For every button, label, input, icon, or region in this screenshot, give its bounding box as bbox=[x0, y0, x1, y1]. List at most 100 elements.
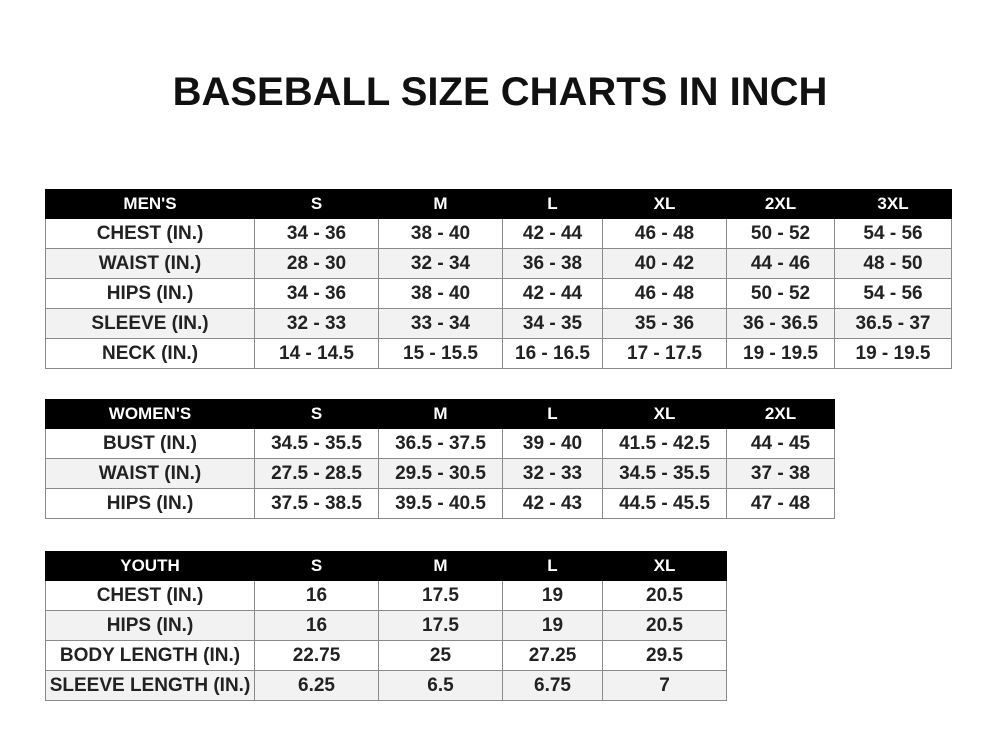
size-value-cell: 7 bbox=[602, 670, 727, 701]
size-value-cell: 48 - 50 bbox=[834, 248, 952, 279]
size-value-cell: 25 bbox=[378, 640, 503, 671]
size-value-cell: 6.75 bbox=[502, 670, 603, 701]
measurement-label: SLEEVE LENGTH (IN.) bbox=[45, 670, 255, 701]
size-value-cell: 38 - 40 bbox=[378, 218, 503, 249]
measurement-label: WAIST (IN.) bbox=[45, 458, 255, 489]
size-value-cell: 19 bbox=[502, 610, 603, 641]
size-value-cell: 34 - 35 bbox=[502, 308, 603, 339]
table-row: BUST (IN.) 34.5 - 35.5 36.5 - 37.5 39 - 40 4… bbox=[45, 428, 835, 459]
size-column-header: 3XL bbox=[834, 189, 952, 219]
size-column-header: S bbox=[254, 551, 379, 581]
size-value-cell: 17 - 17.5 bbox=[602, 338, 727, 369]
size-value-cell: 37.5 - 38.5 bbox=[254, 488, 379, 519]
size-value-cell: 47 - 48 bbox=[726, 488, 835, 519]
table-row: SLEEVE LENGTH (IN.) 6.25 6.5 6.75 7 bbox=[45, 670, 727, 701]
size-value-cell: 42 - 43 bbox=[502, 488, 603, 519]
size-column-header: L bbox=[502, 399, 603, 429]
size-column-header: M bbox=[378, 551, 503, 581]
size-column-header: L bbox=[502, 189, 603, 219]
size-value-cell: 36 - 36.5 bbox=[726, 308, 835, 339]
measurement-label: HIPS (IN.) bbox=[45, 278, 255, 309]
size-column-header: XL bbox=[602, 189, 727, 219]
measurement-label: WAIST (IN.) bbox=[45, 248, 255, 279]
table-header-row: WOMEN'S S M L XL 2XL bbox=[45, 399, 835, 429]
table-row: WAIST (IN.) 27.5 - 28.5 29.5 - 30.5 32 - 33… bbox=[45, 458, 835, 489]
size-value-cell: 44.5 - 45.5 bbox=[602, 488, 727, 519]
table-row: HIPS (IN.) 37.5 - 38.5 39.5 - 40.5 42 - 43 4… bbox=[45, 488, 835, 519]
size-value-cell: 35 - 36 bbox=[602, 308, 727, 339]
table-category-header: MEN'S bbox=[45, 189, 255, 219]
measurement-label: HIPS (IN.) bbox=[45, 610, 255, 641]
size-value-cell: 34 - 36 bbox=[254, 218, 379, 249]
table-row: CHEST (IN.) 34 - 36 38 - 40 42 - 44 46 - 48 5… bbox=[45, 218, 952, 249]
size-value-cell: 37 - 38 bbox=[726, 458, 835, 489]
size-value-cell: 19 bbox=[502, 580, 603, 611]
size-value-cell: 50 - 52 bbox=[726, 278, 835, 309]
size-value-cell: 16 bbox=[254, 580, 379, 611]
size-value-cell: 29.5 bbox=[602, 640, 727, 671]
size-value-cell: 32 - 33 bbox=[502, 458, 603, 489]
size-value-cell: 36.5 - 37 bbox=[834, 308, 952, 339]
page-title: BASEBALL SIZE CHARTS IN INCH bbox=[172, 70, 828, 114]
measurement-label: CHEST (IN.) bbox=[45, 218, 255, 249]
size-column-header: S bbox=[254, 399, 379, 429]
measurement-label: BODY LENGTH (IN.) bbox=[45, 640, 255, 671]
size-value-cell: 6.5 bbox=[378, 670, 503, 701]
size-value-cell: 36.5 - 37.5 bbox=[378, 428, 503, 459]
size-value-cell: 41.5 - 42.5 bbox=[602, 428, 727, 459]
table-row: HIPS (IN.) 34 - 36 38 - 40 42 - 44 46 - 48 50… bbox=[45, 278, 952, 309]
size-value-cell: 39.5 - 40.5 bbox=[378, 488, 503, 519]
size-value-cell: 14 - 14.5 bbox=[254, 338, 379, 369]
table-row: BODY LENGTH (IN.) 22.75 25 27.25 29.5 bbox=[45, 640, 727, 671]
size-column-header: S bbox=[254, 189, 379, 219]
size-value-cell: 34.5 - 35.5 bbox=[254, 428, 379, 459]
size-value-cell: 34 - 36 bbox=[254, 278, 379, 309]
table-category-header: WOMEN'S bbox=[45, 399, 255, 429]
size-value-cell: 27.5 - 28.5 bbox=[254, 458, 379, 489]
size-value-cell: 46 - 48 bbox=[602, 278, 727, 309]
size-value-cell: 42 - 44 bbox=[502, 218, 603, 249]
size-value-cell: 44 - 45 bbox=[726, 428, 835, 459]
size-value-cell: 22.75 bbox=[254, 640, 379, 671]
size-column-header: XL bbox=[602, 399, 727, 429]
size-value-cell: 54 - 56 bbox=[834, 278, 952, 309]
womens-size-table: WOMEN'S S M L XL 2XL BUST (IN.) 34.5 - 35.5 36.5… bbox=[45, 399, 835, 519]
size-column-header: L bbox=[502, 551, 603, 581]
size-value-cell: 16 bbox=[254, 610, 379, 641]
youth-size-table: YOUTH S M L XL CHEST (IN.) 16 17.5 19 20.5 HIPS (I… bbox=[45, 551, 727, 701]
measurement-label: CHEST (IN.) bbox=[45, 580, 255, 611]
size-value-cell: 17.5 bbox=[378, 610, 503, 641]
size-value-cell: 19 - 19.5 bbox=[726, 338, 835, 369]
size-value-cell: 32 - 33 bbox=[254, 308, 379, 339]
size-value-cell: 50 - 52 bbox=[726, 218, 835, 249]
size-value-cell: 39 - 40 bbox=[502, 428, 603, 459]
size-value-cell: 38 - 40 bbox=[378, 278, 503, 309]
size-value-cell: 16 - 16.5 bbox=[502, 338, 603, 369]
size-value-cell: 32 - 34 bbox=[378, 248, 503, 279]
table-header-row: MEN'S S M L XL 2XL 3XL bbox=[45, 189, 952, 219]
size-value-cell: 44 - 46 bbox=[726, 248, 835, 279]
size-value-cell: 54 - 56 bbox=[834, 218, 952, 249]
table-row: NECK (IN.) 14 - 14.5 15 - 15.5 16 - 16.5 17 … bbox=[45, 338, 952, 369]
size-column-header: M bbox=[378, 399, 503, 429]
size-value-cell: 34.5 - 35.5 bbox=[602, 458, 727, 489]
size-value-cell: 28 - 30 bbox=[254, 248, 379, 279]
measurement-label: SLEEVE (IN.) bbox=[45, 308, 255, 339]
table-category-header: YOUTH bbox=[45, 551, 255, 581]
size-value-cell: 19 - 19.5 bbox=[834, 338, 952, 369]
size-value-cell: 27.25 bbox=[502, 640, 603, 671]
size-value-cell: 20.5 bbox=[602, 610, 727, 641]
size-value-cell: 33 - 34 bbox=[378, 308, 503, 339]
size-column-header: 2XL bbox=[726, 399, 835, 429]
size-value-cell: 42 - 44 bbox=[502, 278, 603, 309]
table-row: CHEST (IN.) 16 17.5 19 20.5 bbox=[45, 580, 727, 611]
mens-size-table: MEN'S S M L XL 2XL 3XL CHEST (IN.) 34 - 36 38 - 4… bbox=[45, 189, 952, 369]
size-value-cell: 17.5 bbox=[378, 580, 503, 611]
table-header-row: YOUTH S M L XL bbox=[45, 551, 727, 581]
size-value-cell: 29.5 - 30.5 bbox=[378, 458, 503, 489]
size-column-header: M bbox=[378, 189, 503, 219]
table-row: SLEEVE (IN.) 32 - 33 33 - 34 34 - 35 35 - 36… bbox=[45, 308, 952, 339]
table-row: WAIST (IN.) 28 - 30 32 - 34 36 - 38 40 - 42 4… bbox=[45, 248, 952, 279]
measurement-label: HIPS (IN.) bbox=[45, 488, 255, 519]
measurement-label: BUST (IN.) bbox=[45, 428, 255, 459]
